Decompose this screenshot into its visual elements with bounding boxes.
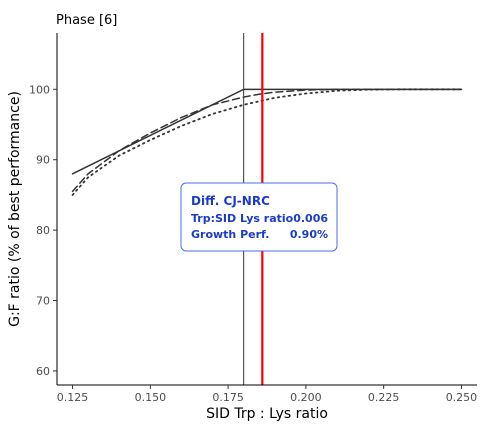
series-line-solid — [71, 88, 463, 175]
series-line-dotted — [71, 88, 463, 196]
annotation-background — [180, 182, 338, 252]
y-tick-label: 60 — [36, 365, 50, 378]
x-tick-label: 0.150 — [135, 391, 167, 404]
annotation-title: Diff. CJ-NRC — [191, 194, 270, 208]
x-axis-ticks: 0.125 0.150 0.175 0.200 0.225 0.250 — [57, 385, 477, 404]
x-axis-title: SID Trp : Lys ratio — [206, 406, 328, 422]
annotation-box: Diff. CJ-NRC Trp:SID Lys ratio 0.006 Gro… — [180, 182, 338, 252]
y-axis-title: G:F ratio (% of best performance) — [7, 91, 23, 327]
series-line-dashed — [71, 88, 463, 193]
y-tick-label: 70 — [36, 295, 50, 308]
annotation-row-label: Trp:SID Lys ratio — [191, 212, 294, 225]
x-tick-label: 0.200 — [290, 391, 322, 404]
x-tick-label: 0.225 — [368, 391, 400, 404]
y-tick-label: 90 — [36, 154, 50, 167]
annotation-row-value: 0.006 — [293, 212, 328, 225]
x-tick-label: 0.250 — [446, 391, 478, 404]
x-tick-label: 0.125 — [57, 391, 89, 404]
y-axis-ticks: 60 70 80 90 100 — [29, 83, 57, 378]
annotation-row-value: 0.90% — [290, 228, 328, 241]
annotation-row-label: Growth Perf. — [191, 228, 269, 241]
x-tick-label: 0.175 — [212, 391, 244, 404]
y-tick-label: 80 — [36, 224, 50, 237]
chart-title: Phase [6] — [56, 13, 117, 28]
y-tick-label: 100 — [29, 83, 50, 96]
